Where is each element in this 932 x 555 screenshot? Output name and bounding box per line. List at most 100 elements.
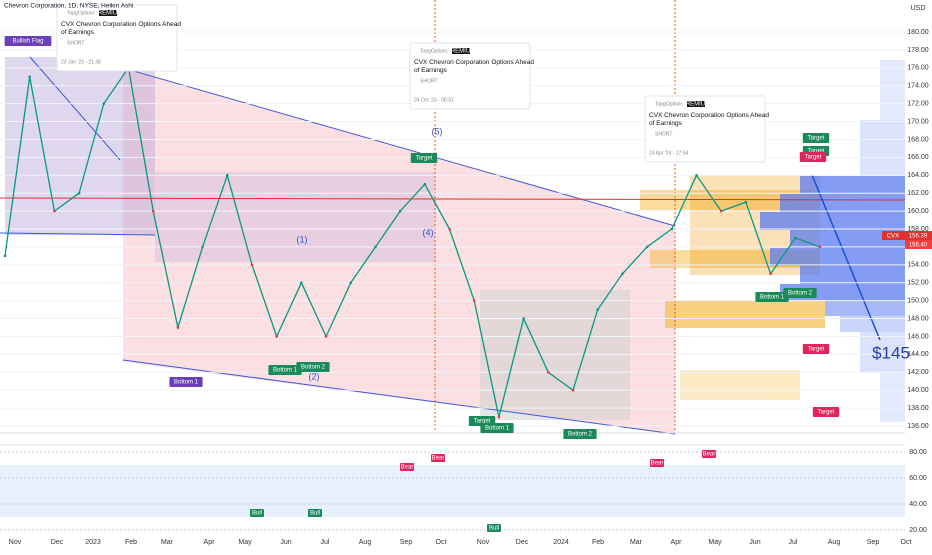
time-tick-label: 2023 [85, 539, 101, 546]
card-brand: TopgOptions [67, 10, 96, 16]
pattern-tag-text: Bottom 1 [485, 426, 510, 432]
pattern-tag [802, 133, 830, 143]
pattern-tag-text: Bottom 1 [174, 380, 199, 386]
pattern-tag-text: Target [805, 155, 822, 161]
time-tick-label: Dec [516, 539, 529, 546]
time-tick-label: Mar [630, 539, 643, 546]
card-brand: TopgOptions [420, 48, 449, 54]
price-point [349, 281, 353, 285]
price-point [596, 308, 600, 311]
rsi-tick-label: 40.00 [909, 501, 927, 508]
price-point [571, 388, 575, 392]
pattern-tag [755, 292, 789, 302]
time-tick-label: Sep [400, 539, 413, 546]
price-point [275, 335, 278, 338]
price-point [448, 227, 451, 231]
pattern-tag-text: Bottom 1 [760, 295, 785, 301]
price-point [176, 326, 180, 329]
time-tick-label: Jun [749, 539, 760, 546]
time-tick-label: May [708, 539, 722, 546]
price-tag-text: 156.40 [909, 243, 928, 249]
rsi-tag-text: Bull [252, 511, 262, 517]
flag-zone [5, 57, 155, 235]
idea-card[interactable] [409, 42, 531, 110]
time-tick-label: Feb [125, 539, 137, 546]
time-tick-label: Sep [867, 539, 880, 546]
card-date: 24 Apr '24 - 17:54 [649, 150, 689, 156]
idea-card[interactable] [56, 4, 178, 72]
price-point [547, 370, 550, 374]
card-title: CVX Chevron Corporation Options Ahead of … [414, 59, 534, 74]
time-tick-label: Feb [592, 539, 604, 546]
rsi-tag-text: Bear [651, 461, 664, 467]
rsi-tag [400, 463, 414, 471]
price-tick-label: 140.00 [907, 387, 929, 394]
rsi-tag [487, 524, 501, 532]
pattern-tag-text: Target [808, 149, 825, 155]
price-tick-label: 166.00 [907, 154, 929, 161]
time-tick-label: Aug [828, 539, 841, 546]
pattern-tag [268, 365, 302, 375]
rsi-tag-text: Bear [432, 456, 445, 462]
wave-label: (1) [297, 234, 308, 244]
price-point [794, 236, 797, 240]
pattern-tag [480, 423, 514, 433]
price-point [28, 75, 31, 79]
card-title: CVX Chevron Corporation Options Ahead of … [61, 21, 181, 36]
price-tick-label: 136.00 [907, 423, 929, 430]
pattern-tag-text: Target [474, 419, 491, 425]
card-badge [99, 10, 117, 16]
price-tick-label: 150.00 [907, 297, 929, 304]
pattern-tag [169, 377, 203, 387]
pattern-tag-text: Bottom 2 [568, 432, 593, 438]
price-tick-label: 154.00 [907, 262, 929, 269]
price-point [398, 209, 402, 213]
time-tick-label: Nov [477, 539, 490, 546]
time-tick-label: Jul [321, 539, 330, 546]
price-point [151, 209, 155, 213]
price-point [324, 335, 328, 338]
price-tick-label: 146.00 [907, 333, 929, 340]
card-badge-text: PREMIUM [94, 11, 122, 17]
rsi-tick-label: 80.00 [909, 449, 927, 456]
price-tick-label: 152.00 [907, 280, 929, 287]
price-tag [905, 240, 932, 249]
price-tick-label: 170.00 [907, 118, 929, 125]
rsi-tag-text: Bear [703, 452, 716, 458]
pattern-tag [410, 153, 438, 163]
time-tick-label: Apr [671, 539, 683, 546]
pattern-tag-text: Target [808, 347, 825, 353]
time-tick-label: May [238, 539, 252, 546]
rsi-tag [308, 509, 322, 517]
pattern-tag-text: Bottom 2 [301, 365, 326, 371]
price-tick-label: 174.00 [907, 83, 929, 90]
price-point [250, 263, 254, 267]
price-point [201, 245, 204, 249]
price-point [102, 102, 106, 105]
time-tick-label: Dec [51, 539, 64, 546]
pattern-tag-text: Bullish Flag [12, 39, 43, 45]
price-tick-label: 144.00 [907, 351, 929, 358]
price-point [472, 299, 476, 302]
idea-card[interactable] [644, 95, 766, 163]
price-tick-label: 180.00 [907, 29, 929, 36]
time-tick-label: Jun [280, 539, 291, 546]
rsi-tag-text: Bull [310, 511, 320, 517]
rsi-tag [702, 450, 716, 458]
currency: USD [911, 5, 926, 12]
price-tick-label: 176.00 [907, 65, 929, 72]
price-point [300, 281, 303, 285]
price-point [374, 245, 377, 249]
rsi-tag-text: Bull [489, 526, 499, 532]
pattern-tag-text: Target [818, 410, 835, 416]
price-tick-label: 158.00 [907, 226, 929, 233]
price-point [621, 272, 624, 276]
time-tick-label: Oct [901, 539, 912, 546]
chart-title: Chevron Corporation, 1D, NYSE, Heikin As… [4, 3, 133, 10]
time-tick-label: Jul [789, 539, 798, 546]
pattern-tag-text: Target [416, 156, 433, 162]
pattern-tag [799, 152, 827, 162]
price-tag [905, 231, 932, 240]
price-line [4, 66, 821, 418]
time-tick-label: Aug [359, 539, 372, 546]
